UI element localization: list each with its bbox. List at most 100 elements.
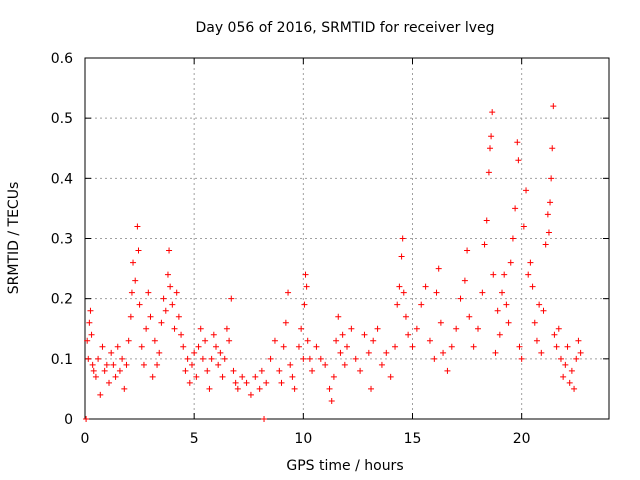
data-point (542, 241, 549, 248)
data-point (258, 367, 265, 374)
data-point (464, 247, 471, 254)
data-point (337, 349, 344, 356)
data-point (108, 349, 115, 356)
data-point (97, 391, 104, 398)
data-point (577, 349, 584, 356)
data-point (195, 343, 202, 350)
data-point (437, 319, 444, 326)
data-point (169, 301, 176, 308)
y-tick-label: 0.1 (51, 352, 73, 368)
data-point (571, 385, 578, 392)
data-point (485, 169, 492, 176)
data-point (302, 271, 309, 278)
data-point (481, 241, 488, 248)
data-point (544, 211, 551, 218)
data-point (399, 235, 406, 242)
x-tick-label: 5 (190, 431, 199, 447)
data-point (396, 283, 403, 290)
data-point (215, 361, 222, 368)
data-point (162, 307, 169, 314)
data-point (361, 331, 368, 338)
data-point (243, 379, 250, 386)
data-point (127, 313, 134, 320)
y-tick-label: 0 (64, 412, 73, 428)
data-point (374, 325, 381, 332)
data-point (191, 349, 198, 356)
data-point (119, 355, 126, 362)
data-point (440, 349, 447, 356)
data-point (134, 223, 141, 230)
data-point (90, 367, 97, 374)
data-point (206, 385, 213, 392)
data-point (494, 307, 501, 314)
data-point (199, 355, 206, 362)
data-point (479, 289, 486, 296)
data-point (453, 325, 460, 332)
data-point (180, 343, 187, 350)
data-point (368, 385, 375, 392)
data-point (125, 337, 132, 344)
data-point (213, 343, 219, 350)
data-point (301, 301, 308, 308)
data-point (536, 301, 543, 308)
data-point (304, 337, 311, 344)
data-point (551, 331, 558, 338)
data-point (135, 247, 142, 254)
data-point (178, 331, 185, 338)
data-point (223, 325, 230, 332)
data-point (210, 331, 217, 338)
data-point (83, 416, 90, 422)
data-point (575, 337, 582, 344)
data-point (515, 157, 522, 164)
data-point (560, 373, 567, 380)
data-point (457, 295, 464, 302)
data-point (333, 337, 340, 344)
data-point (130, 259, 137, 266)
data-point (573, 355, 580, 362)
data-point (335, 313, 342, 320)
data-point (173, 289, 180, 296)
data-point (171, 325, 178, 332)
data-point (545, 229, 552, 236)
data-point (426, 337, 433, 344)
data-point (413, 325, 420, 332)
data-point (309, 367, 316, 374)
data-point (140, 361, 147, 368)
data-point (221, 355, 228, 362)
data-point (322, 361, 329, 368)
data-point (527, 259, 534, 266)
data-point (110, 361, 117, 368)
y-tick-labels: 0 0.1 0.2 0.3 0.4 0.5 0.6 (51, 51, 73, 428)
data-point (378, 361, 385, 368)
data-point (261, 416, 268, 422)
x-tick-label: 15 (404, 431, 422, 447)
data-point (431, 355, 438, 362)
data-point (167, 283, 174, 290)
data-point (306, 355, 313, 362)
data-point (103, 361, 110, 368)
data-point (123, 361, 130, 368)
data-point (128, 289, 135, 296)
data-point (99, 343, 106, 350)
data-point (228, 295, 235, 302)
data-point (313, 343, 320, 350)
data-point (562, 361, 569, 368)
data-point (300, 355, 307, 362)
data-point (365, 349, 372, 356)
data-point (263, 379, 270, 386)
data-point (370, 337, 377, 344)
data-point (548, 175, 555, 182)
data-point (280, 343, 287, 350)
data-point (217, 349, 224, 356)
data-point (328, 397, 335, 404)
data-point (523, 187, 530, 194)
data-point (518, 355, 525, 362)
data-point (85, 355, 92, 362)
data-point (121, 385, 128, 392)
data-point (503, 301, 510, 308)
data-point (405, 331, 412, 338)
data-point (520, 223, 527, 230)
data-point (204, 367, 211, 374)
data-point (507, 259, 514, 266)
data-point (188, 361, 195, 368)
